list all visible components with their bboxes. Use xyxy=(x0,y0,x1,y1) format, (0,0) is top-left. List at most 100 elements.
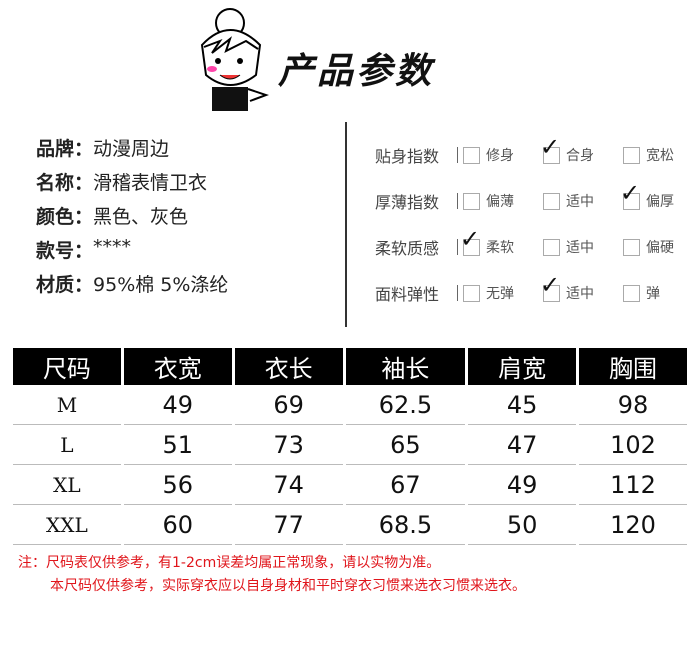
table-cell: 60 xyxy=(123,505,232,545)
table-cell: XL xyxy=(13,465,121,505)
checkbox xyxy=(543,238,560,256)
table-cell: 47 xyxy=(468,425,577,465)
column-header: 袖长 xyxy=(345,348,466,385)
param-option: ✓ 合身 xyxy=(540,133,623,165)
table-row: XXL 60 77 68.5 50 120 xyxy=(13,505,687,545)
cartoon-mascot-icon xyxy=(200,8,269,111)
param-label: 面料弹性 xyxy=(375,285,440,304)
param-option: 修身 xyxy=(463,145,543,165)
table-cell: 51 xyxy=(123,425,232,465)
table-cell: 74 xyxy=(234,465,343,505)
param-grid: 贴身指数 修身 ✓ 合身 宽松 厚薄指数 偏薄 适中 ✓ 偏厚 柔软质感 ✓ 柔软 适中 偏硬 面料弹性 无弹 ✓… xyxy=(375,132,700,316)
option-label: 偏厚 xyxy=(646,194,674,210)
param-option: 适中 xyxy=(543,191,623,211)
column-header: 衣宽 xyxy=(123,348,232,385)
info-row: 名称： 滑稽表情卫衣 xyxy=(36,168,228,202)
option-label: 适中 xyxy=(566,286,594,302)
checkmark-icon: ✓ xyxy=(540,133,561,161)
info-key: 款号： xyxy=(36,240,94,262)
info-row: 材质： 95%棉 5%涤纶 xyxy=(36,270,228,304)
param-option: ✓ 偏厚 xyxy=(620,179,700,211)
separator xyxy=(457,193,458,209)
param-row: 厚薄指数 偏薄 适中 ✓ 偏厚 xyxy=(375,178,700,224)
param-option: 弹 xyxy=(623,283,700,303)
table-cell: 50 xyxy=(468,505,577,545)
separator xyxy=(457,239,458,255)
info-row: 颜色： 黑色、灰色 xyxy=(36,202,228,236)
checkmark-icon: ✓ xyxy=(540,271,561,299)
option-label: 偏硬 xyxy=(646,240,674,256)
table-row: M 49 69 62.5 45 98 xyxy=(13,385,687,425)
info-value: 黑色、灰色 xyxy=(93,206,189,228)
checkbox xyxy=(623,284,640,302)
table-cell: 102 xyxy=(579,425,687,465)
table-cell: 62.5 xyxy=(345,385,466,425)
param-option: 适中 xyxy=(543,237,623,257)
column-header: 肩宽 xyxy=(468,348,577,385)
param-option: 偏硬 xyxy=(623,237,700,257)
checkbox xyxy=(463,238,480,256)
param-row: 贴身指数 修身 ✓ 合身 宽松 xyxy=(375,132,700,178)
param-option: 无弹 xyxy=(463,283,543,303)
size-table: 尺码 衣宽 衣长 袖长 肩宽 胸围 M 49 69 62.5 45 98 L 51 73 65 47 102 XL 5… xyxy=(10,348,690,545)
info-key: 品牌： xyxy=(36,138,94,160)
checkbox xyxy=(463,192,480,210)
table-cell: M xyxy=(13,385,121,425)
product-info: 品牌： 动漫周边 名称： 滑稽表情卫衣 颜色： 黑色、灰色 款号： **** 材质： 95%棉 5… xyxy=(36,134,228,304)
option-label: 适中 xyxy=(566,194,594,210)
param-row: 面料弹性 无弹 ✓ 适中 弹 xyxy=(375,270,700,316)
info-value: **** xyxy=(93,236,132,258)
table-cell: L xyxy=(13,425,121,465)
option-label: 弹 xyxy=(646,286,660,302)
param-label: 贴身指数 xyxy=(375,147,440,166)
table-row: L 51 73 65 47 102 xyxy=(13,425,687,465)
param-option: ✓ 柔软 xyxy=(460,225,543,257)
table-cell: 45 xyxy=(468,385,577,425)
note-line-1: 注：尺码表仅供参考，有1-2cm误差均属正常现象，请以实物为准。 xyxy=(18,555,441,571)
note-line-2: 本尺码仅供参考，实际穿衣应以自身身材和平时穿衣习惯来选衣习惯来选衣。 xyxy=(50,578,526,594)
checkbox xyxy=(463,284,480,302)
checkmark-icon: ✓ xyxy=(620,179,641,207)
column-header: 尺码 xyxy=(13,348,121,385)
table-cell: XXL xyxy=(13,505,121,545)
option-label: 无弹 xyxy=(486,286,514,302)
table-cell: 68.5 xyxy=(345,505,466,545)
table-cell: 73 xyxy=(234,425,343,465)
option-label: 偏薄 xyxy=(486,194,514,210)
table-cell: 49 xyxy=(468,465,577,505)
column-header: 胸围 xyxy=(579,348,687,385)
param-option: 偏薄 xyxy=(463,191,543,211)
table-cell: 112 xyxy=(579,465,687,505)
table-cell: 49 xyxy=(123,385,232,425)
checkbox xyxy=(543,284,560,302)
divider xyxy=(345,122,347,327)
info-value: 动漫周边 xyxy=(93,138,170,160)
table-cell: 67 xyxy=(345,465,466,505)
info-row: 款号： **** xyxy=(36,236,228,270)
table-cell: 77 xyxy=(234,505,343,545)
separator xyxy=(457,147,458,163)
table-cell: 98 xyxy=(579,385,687,425)
checkbox xyxy=(543,192,560,210)
param-label: 柔软质感 xyxy=(375,239,440,258)
option-label: 柔软 xyxy=(486,240,514,256)
info-value: 滑稽表情卫衣 xyxy=(93,172,208,194)
table-cell: 69 xyxy=(234,385,343,425)
column-header: 衣长 xyxy=(234,348,343,385)
checkbox xyxy=(463,146,480,164)
param-option: ✓ 适中 xyxy=(540,271,623,303)
info-row: 品牌： 动漫周边 xyxy=(36,134,228,168)
checkmark-icon: ✓ xyxy=(460,225,481,253)
table-cell: 120 xyxy=(579,505,687,545)
table-cell: 65 xyxy=(345,425,466,465)
option-label: 宽松 xyxy=(646,148,674,164)
table-cell: 56 xyxy=(123,465,232,505)
option-label: 合身 xyxy=(566,148,594,164)
info-key: 颜色： xyxy=(36,206,94,228)
param-option: 宽松 xyxy=(623,145,700,165)
info-key: 名称： xyxy=(36,172,94,194)
table-row: XL 56 74 67 49 112 xyxy=(13,465,687,505)
option-label: 修身 xyxy=(486,148,514,164)
option-label: 适中 xyxy=(566,240,594,256)
